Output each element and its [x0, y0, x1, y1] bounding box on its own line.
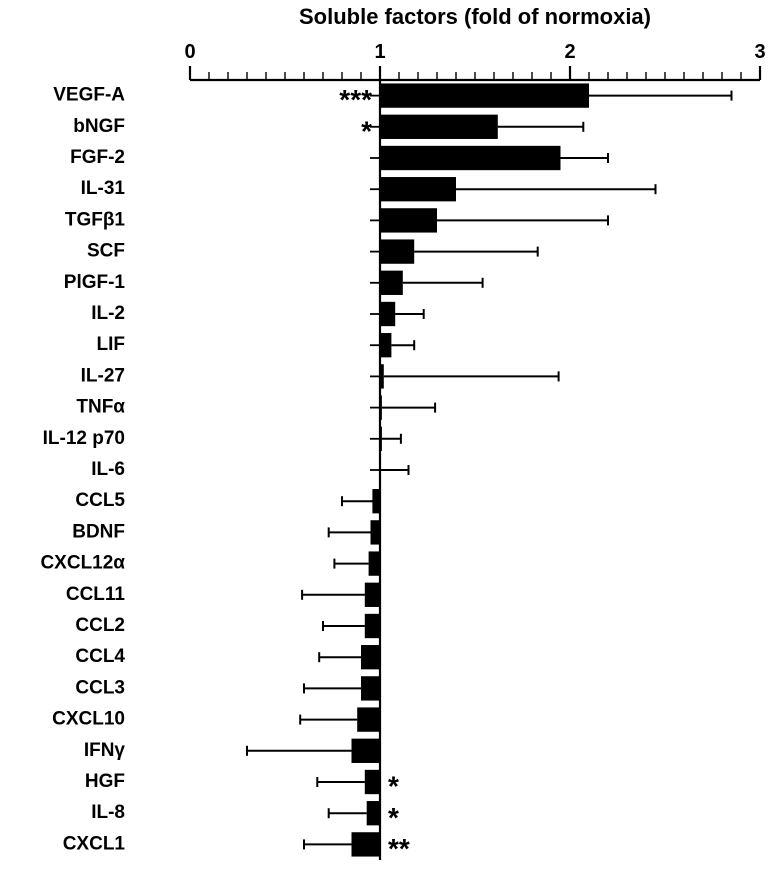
bar	[380, 271, 403, 295]
category-label: LIF	[97, 334, 126, 355]
bar	[371, 520, 381, 544]
bar	[380, 146, 561, 170]
bar	[380, 239, 414, 263]
bar	[361, 645, 380, 669]
x-axis-title: Soluble factors (fold of normoxia)	[299, 4, 651, 29]
x-tick-label: 2	[564, 41, 575, 63]
bar	[380, 208, 437, 232]
bar	[365, 583, 380, 607]
category-label: FGF-2	[70, 147, 125, 168]
category-label: IL-8	[91, 802, 125, 823]
category-label: CCL3	[75, 677, 125, 698]
bar	[357, 707, 380, 731]
bar	[380, 115, 498, 139]
bar	[361, 676, 380, 700]
category-label: CCL4	[75, 646, 125, 667]
category-label: HGF	[85, 771, 125, 792]
x-tick-label: 3	[754, 41, 765, 63]
bar	[365, 614, 380, 638]
significance-label: ***	[339, 84, 372, 115]
category-label: IL-6	[91, 459, 125, 480]
category-label: bNGF	[73, 116, 125, 137]
category-label: PlGF-1	[64, 272, 126, 293]
bar	[380, 83, 589, 107]
category-label: IL-2	[91, 303, 125, 324]
category-label: BDNF	[72, 521, 125, 542]
bar	[367, 801, 380, 825]
soluble-factors-chart: Soluble factors (fold of normoxia) 0 1 2 3 VE…	[0, 0, 784, 889]
bar	[352, 832, 381, 856]
bar	[380, 177, 456, 201]
significance-label: *	[388, 771, 399, 802]
bar	[372, 489, 380, 513]
category-label: IL-31	[81, 178, 126, 199]
category-label: CXCL10	[52, 709, 125, 730]
x-tick-label: 0	[184, 41, 195, 63]
bar	[365, 770, 380, 794]
category-label: CCL5	[75, 490, 125, 511]
category-label: CCL2	[75, 615, 125, 636]
category-label: TGFβ1	[65, 209, 126, 230]
bar	[352, 739, 381, 763]
category-label: CCL11	[66, 584, 126, 605]
chart-container: Soluble factors (fold of normoxia) 0 1 2 3 VE…	[0, 0, 784, 889]
bar	[380, 302, 395, 326]
significance-label: *	[388, 802, 399, 833]
category-label: CXCL1	[63, 833, 126, 854]
bar	[369, 551, 380, 575]
significance-label: *	[361, 115, 372, 146]
significance-label: **	[388, 833, 410, 864]
bar	[380, 364, 384, 388]
category-label: SCF	[87, 241, 125, 262]
bar	[380, 395, 382, 419]
category-label: TNFα	[76, 397, 125, 418]
bar	[380, 333, 391, 357]
category-label: VEGF-A	[53, 85, 125, 106]
category-label: IL-27	[81, 365, 125, 386]
category-label: CXCL12α	[40, 553, 125, 574]
bar	[380, 427, 382, 451]
x-tick-label: 1	[374, 41, 385, 63]
category-label: IL-12 p70	[43, 428, 125, 449]
category-label: IFNγ	[84, 740, 126, 761]
